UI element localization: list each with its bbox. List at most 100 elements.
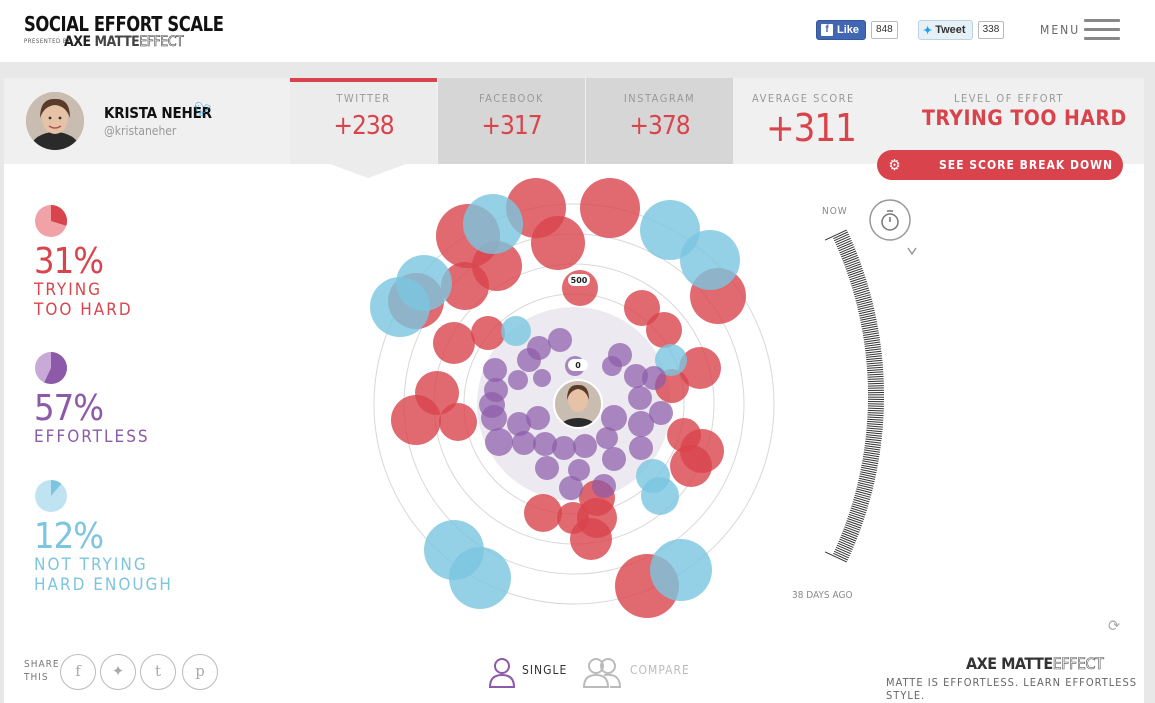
timeline-tick <box>837 242 853 250</box>
timeline-tick <box>843 256 859 264</box>
active-tab-pointer <box>330 164 406 178</box>
timeline-tick <box>861 323 878 328</box>
single-user-icon[interactable] <box>488 656 516 688</box>
timeline-tick <box>839 538 855 546</box>
facebook-icon: f <box>821 24 833 36</box>
timeline-tick <box>866 425 883 428</box>
timeline-tick <box>842 254 858 262</box>
timeline-tick <box>847 518 863 525</box>
timeline-tick <box>858 307 875 313</box>
timeline-tick <box>866 427 883 430</box>
pie-not-trying-icon <box>35 479 67 512</box>
compare-users-icon[interactable] <box>582 656 622 688</box>
tab-instagram[interactable]: INSTAGRAM +378 <box>586 78 733 164</box>
timeline-tick <box>859 312 876 317</box>
footer-brand-logo[interactable]: AXE MATTEEFFECT <box>966 654 1104 674</box>
timeline-tick <box>867 418 884 421</box>
timeline-tick <box>865 436 882 439</box>
facebook-like-button[interactable]: f Like <box>816 20 867 40</box>
pinterest-share-icon[interactable]: p <box>182 654 218 690</box>
tweet-button[interactable]: ✦ Tweet <box>918 20 973 40</box>
timeline-tick <box>855 294 871 300</box>
scale-top-value: 500 <box>571 276 588 285</box>
legend-label-line2: TOO HARD <box>34 300 133 320</box>
twitter-share-icon[interactable]: ✦ <box>100 654 136 690</box>
timeline-tick <box>867 407 884 410</box>
timeline-tick <box>849 274 865 281</box>
tab-facebook-score: +317 <box>481 111 542 141</box>
timeline-tick <box>844 259 860 266</box>
footer-tagline[interactable]: MATTE IS EFFORTLESS. LEARN EFFORTLESS ST… <box>886 676 1138 702</box>
site-title[interactable]: SOCIAL EFFORT SCALE <box>24 12 224 36</box>
timeline-tick <box>866 429 883 433</box>
timeline-tick <box>850 276 866 283</box>
center-avatar <box>554 380 602 428</box>
timeline-tick <box>852 285 869 291</box>
timeline-tick <box>862 458 879 462</box>
timeline-tick <box>856 300 873 306</box>
tweet-count: 338 <box>977 21 1005 39</box>
facebook-share-icon[interactable]: f <box>60 654 96 690</box>
legend-label-line1: EFFORTLESS <box>34 427 150 447</box>
timeline-tick <box>865 348 882 352</box>
timeline-tick <box>867 405 884 407</box>
see-score-breakdown-button[interactable]: ⚙ SEE SCORE BREAK DOWN <box>877 150 1123 180</box>
timeline-tick <box>865 355 882 358</box>
timeline-tick <box>860 469 877 474</box>
timeline-tick <box>860 316 877 321</box>
timeline-slider[interactable] <box>824 196 924 576</box>
tumblr-share-icon[interactable]: t <box>140 654 176 690</box>
timeline-tick <box>866 364 883 367</box>
timeline-tick <box>855 296 872 302</box>
timeline-tick <box>854 494 871 500</box>
user-handle[interactable]: @kristaneher <box>104 124 177 138</box>
single-mode-label[interactable]: SINGLE <box>522 663 568 677</box>
timeline-tick <box>861 321 877 326</box>
timeline-tick <box>864 445 881 449</box>
timeline-tick <box>862 330 879 334</box>
timeline-tick <box>867 380 884 383</box>
timeline-tick <box>863 332 879 336</box>
tab-twitter[interactable]: TWITTER +238 <box>290 78 437 164</box>
scale-center-value: 0 <box>575 361 581 370</box>
timeline-tick <box>844 526 860 533</box>
timeline-tick <box>858 477 875 483</box>
effort-bubble-chart: 500 0 <box>370 178 775 618</box>
timeline-tick <box>841 532 858 540</box>
hamburger-icon[interactable] <box>1084 19 1120 41</box>
timeline-tick <box>860 471 877 476</box>
legend-label-line1: NOT TRYING <box>34 555 148 575</box>
timeline-tick <box>855 490 872 496</box>
timeline-tick <box>864 339 880 343</box>
timeline-tick <box>840 536 856 544</box>
timeline-tick <box>858 309 875 315</box>
legend-percent: 31% <box>34 241 104 282</box>
timeline-tick <box>863 337 880 341</box>
timeline-tick <box>867 375 884 378</box>
timeline-tick <box>833 552 849 561</box>
average-score-value: +311 <box>766 106 857 150</box>
timeline-tick <box>851 503 868 509</box>
tab-facebook[interactable]: FACEBOOK +317 <box>438 78 585 164</box>
timeline-tick <box>834 235 850 244</box>
twitter-icon: ✦ <box>923 24 933 37</box>
timeline-tick <box>835 546 851 555</box>
timeline-tick <box>838 540 854 548</box>
timeline-tick <box>840 248 856 256</box>
timeline-tick <box>867 385 884 387</box>
timeline-tick <box>867 371 884 374</box>
refresh-icon[interactable]: ⟳ <box>1108 616 1121 635</box>
footer-brand-effect: EFFECT <box>1052 654 1104 674</box>
timeline-tick <box>861 462 878 467</box>
timeline-tick <box>836 544 852 553</box>
timeline-tick <box>857 484 874 489</box>
timeline-tick <box>864 346 881 350</box>
timeline-tick <box>859 314 876 319</box>
timeline-tick <box>867 420 884 423</box>
timeline-tick <box>847 269 864 277</box>
top-bar: SOCIAL EFFORT SCALE PRESENTED BY AXE MAT… <box>0 0 1155 62</box>
menu-label[interactable]: MENU <box>1040 23 1081 37</box>
timeline-tick <box>824 551 848 563</box>
compare-mode-label[interactable]: COMPARE <box>630 663 690 677</box>
legend-label-line1: TRYING <box>34 280 103 300</box>
